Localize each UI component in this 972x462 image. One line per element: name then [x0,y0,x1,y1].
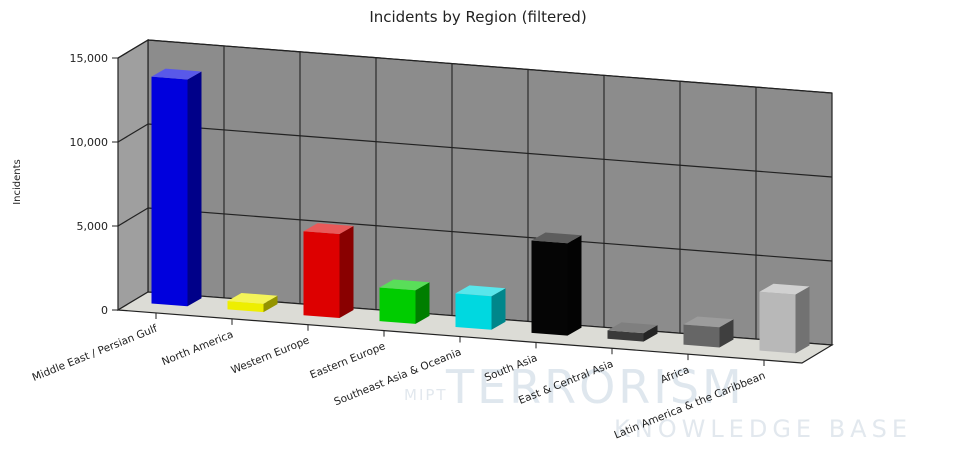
bar-front [151,76,188,307]
watermark-sub: KNOWLEDGE BASE [614,415,912,443]
bar [227,292,278,313]
x-tick-label: Western Europe [229,334,311,376]
y-tick-label: 15,000 [70,52,109,65]
bar-top [227,292,278,304]
bar-side [795,286,810,354]
bar-side [643,325,658,342]
watermark: MIPT TERRORISM KNOWLEDGE BASE [404,360,912,443]
bar-top [759,283,810,295]
y-tick-label: 5,000 [77,220,109,233]
gridline-side [117,123,149,143]
bar [303,223,354,319]
bar-front [455,293,492,330]
bar [379,279,430,324]
y-tick-label: 10,000 [70,136,109,149]
bar-top [607,322,658,334]
bar-top [379,279,430,291]
gridline-back [147,207,833,262]
chart-title: Incidents by Region (filtered) [369,8,586,26]
gridline-side [117,39,149,59]
bar-front [759,291,796,354]
bar-side [263,295,278,313]
gridline-side [117,207,149,227]
bar-front [531,240,568,336]
bar [531,232,582,336]
bar [759,283,810,354]
bars [151,68,810,354]
bar [455,285,506,330]
bar-side [567,235,582,336]
bar-side [491,288,506,330]
bar-side [187,71,202,307]
y-axis-label: Incidents [12,159,23,205]
y-axis: 0 5,000 10,000 15,000 [70,52,118,317]
watermark-prefix: MIPT [404,386,448,404]
bar-top [151,68,202,80]
bar-front [379,287,416,324]
y-tick-label: 0 [101,304,108,317]
bar-top [455,285,506,297]
bar-front [607,330,644,342]
bar-top [531,232,582,244]
bar-side [719,319,734,348]
x-tick-label: Eastern Europe [308,340,387,381]
bar-top [303,223,354,235]
bar-front [683,324,720,348]
x-tick-label: North America [160,328,235,368]
bar-side [415,282,430,324]
bar [683,316,734,348]
left-wall [117,38,149,312]
watermark-main: TERRORISM [445,360,745,414]
gridline-back [147,123,833,178]
bar-top [683,316,734,328]
bar-front [227,300,264,313]
gridline-back [147,39,833,94]
bar [607,322,658,342]
gridlines [117,39,833,340]
bar-front [303,231,340,319]
bar [151,68,202,307]
x-tick-label: Middle East / Persian Gulf [31,322,160,383]
bar-side [339,226,354,319]
